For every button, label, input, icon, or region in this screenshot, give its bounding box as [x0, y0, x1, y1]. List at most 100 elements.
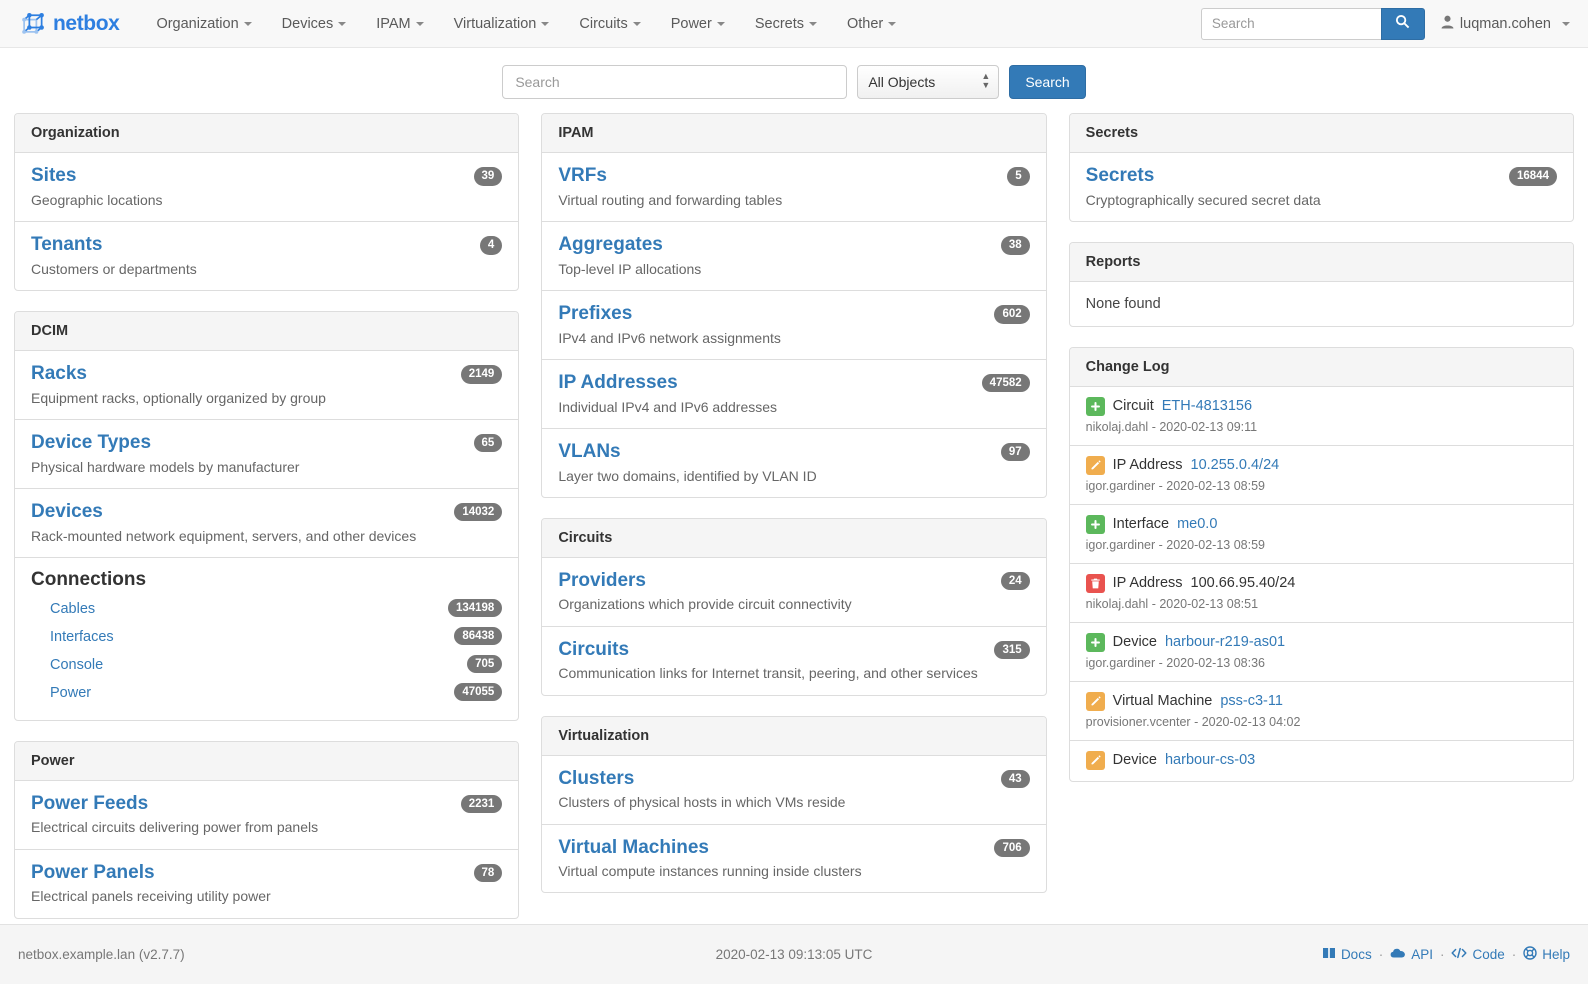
changelog-item[interactable]: IP Address 100.66.95.40/24 nikolaj.dahl …: [1069, 564, 1573, 623]
changelog-line: Device harbour-cs-03: [1085, 750, 1557, 770]
column-middle: IPAM VRFs 5 Virtual routing and forwardi…: [541, 113, 1047, 913]
desc-clusters: Clusters of physical hosts in which VMs …: [558, 794, 846, 811]
link-virtual-machines[interactable]: Virtual Machines: [558, 836, 709, 858]
badge-devices-count: 14032: [454, 502, 503, 522]
desc-aggregates: Top-level IP allocations: [558, 260, 702, 277]
footer-link-code[interactable]: Code: [1451, 947, 1505, 962]
link-circuits[interactable]: Circuits: [558, 638, 630, 660]
link-cables[interactable]: Cables: [50, 600, 96, 617]
changelog-meta: nikolaj.dahl - 2020-02-13 08:51: [1086, 597, 1557, 611]
changelog-meta-sep: -: [1158, 655, 1167, 670]
stat-row-secrets[interactable]: Secrets 16844 Cryptographically secured …: [1070, 153, 1573, 221]
nav-label: Virtualization: [453, 15, 537, 32]
search-input[interactable]: [502, 65, 848, 99]
changelog-meta-sep: -: [1158, 478, 1167, 493]
changelog-item[interactable]: Virtual Machine pss-c3-11 provisioner.vc…: [1069, 682, 1573, 741]
stat-row-power-panels[interactable]: Power Panels 78 Electrical panels receiv…: [15, 850, 518, 918]
changelog-item[interactable]: Device harbour-r219-as01 igor.gardiner -…: [1069, 623, 1573, 682]
stat-row-circuits[interactable]: Circuits 315 Communication links for Int…: [542, 627, 1045, 695]
connections-row-interfaces[interactable]: Interfaces 86438: [31, 623, 503, 651]
changelog-object-link[interactable]: harbour-cs-03: [1164, 752, 1256, 769]
changelog-user: provisioner.vcenter: [1085, 714, 1191, 729]
changelog-object-link[interactable]: me0.0: [1177, 516, 1218, 533]
stat-row-sites[interactable]: Sites 39 Geographic locations: [15, 153, 519, 222]
nav-item-ipam[interactable]: IPAM: [361, 0, 438, 48]
nav-item-power[interactable]: Power: [656, 0, 740, 48]
link-device-types[interactable]: Device Types: [31, 431, 152, 453]
object-type-select[interactable]: All Objects: [857, 65, 1000, 99]
nav-item-organization[interactable]: Organization: [141, 0, 266, 48]
stat-row-device-types[interactable]: Device Types 65 Physical hardware models…: [15, 420, 519, 489]
user-menu[interactable]: luqman.cohen: [1441, 15, 1574, 33]
nav-item-circuits[interactable]: Circuits: [564, 0, 655, 48]
stat-row-vrfs[interactable]: VRFs 5 Virtual routing and forwarding ta…: [542, 153, 1046, 222]
link-secrets[interactable]: Secrets: [1085, 165, 1155, 186]
stat-row-power-feeds[interactable]: Power Feeds 2231 Electrical circuits del…: [15, 781, 519, 850]
stat-row-racks[interactable]: Racks 2149 Equipment racks, optionally o…: [15, 351, 519, 420]
link-power-connections[interactable]: Power: [50, 684, 92, 701]
link-aggregates[interactable]: Aggregates: [558, 233, 663, 255]
changelog-object-link[interactable]: ETH-4813156: [1161, 398, 1253, 415]
nav-item-virtualization[interactable]: Virtualization: [439, 0, 565, 48]
desc-devices: Rack-mounted network equipment, servers,…: [31, 527, 417, 544]
link-power-feeds[interactable]: Power Feeds: [31, 792, 149, 814]
changelog-time: 2020-02-13 09:11: [1159, 419, 1258, 434]
stat-row-vlans[interactable]: VLANs 97 Layer two domains, identified b…: [542, 429, 1045, 497]
stat-row-clusters[interactable]: Clusters 43 Clusters of physical hosts i…: [542, 756, 1046, 825]
changelog-meta: nikolaj.dahl - 2020-02-13 09:11: [1086, 420, 1557, 434]
link-prefixes[interactable]: Prefixes: [558, 302, 633, 324]
panel-title-secrets: Secrets: [1069, 114, 1573, 153]
panel-dcim: DCIM Racks 2149 Equipment racks, optiona…: [14, 310, 520, 721]
link-interfaces[interactable]: Interfaces: [50, 628, 114, 645]
link-power-panels[interactable]: Power Panels: [31, 861, 155, 883]
stat-row-virtual-machines[interactable]: Virtual Machines 706 Virtual compute ins…: [542, 825, 1045, 893]
stat-row-ip-addresses[interactable]: IP Addresses 47582 Individual IPv4 and I…: [542, 360, 1046, 429]
footer-link-help[interactable]: Help: [1523, 946, 1570, 963]
panel-title-ipam: IPAM: [542, 114, 1046, 153]
changelog-meta-sep: -: [1194, 714, 1202, 729]
link-console[interactable]: Console: [50, 656, 104, 673]
link-providers[interactable]: Providers: [558, 569, 646, 591]
connections-row-power[interactable]: Power 47055: [31, 679, 503, 707]
stat-row-tenants[interactable]: Tenants 4 Customers or departments: [15, 222, 518, 290]
changelog-item[interactable]: Interface me0.0 igor.gardiner - 2020-02-…: [1069, 505, 1573, 564]
code-icon: [1451, 947, 1468, 962]
changelog-item[interactable]: Circuit ETH-4813156 nikolaj.dahl - 2020-…: [1069, 387, 1573, 446]
navbar-search-button[interactable]: [1380, 7, 1425, 40]
connections-row-console[interactable]: Console 705: [31, 651, 503, 679]
footer-link-docs[interactable]: Docs: [1322, 946, 1372, 963]
link-tenants[interactable]: Tenants: [31, 233, 103, 255]
brand-logo-link[interactable]: netbox: [14, 10, 120, 38]
panel-title-organization: Organization: [15, 114, 519, 153]
changelog-item[interactable]: IP Address 10.255.0.4/24 igor.gardiner -…: [1069, 446, 1573, 505]
link-sites[interactable]: Sites: [31, 165, 77, 186]
changelog-line: Device harbour-r219-as01: [1085, 632, 1557, 652]
changelog-item[interactable]: Device harbour-cs-03: [1070, 741, 1573, 781]
panel-ipam: IPAM VRFs 5 Virtual routing and forwardi…: [541, 113, 1047, 498]
stat-row-devices[interactable]: Devices 14032 Rack-mounted network equip…: [15, 489, 519, 558]
stat-row-aggregates[interactable]: Aggregates 38 Top-level IP allocations: [542, 222, 1046, 291]
link-ip-addresses[interactable]: IP Addresses: [558, 371, 678, 393]
nav-item-devices[interactable]: Devices: [267, 0, 362, 48]
connections-title: Connections: [31, 568, 147, 590]
navbar-search-input[interactable]: [1200, 7, 1381, 40]
badge-secrets-count: 16844: [1509, 167, 1557, 186]
link-clusters[interactable]: Clusters: [558, 767, 635, 789]
stat-row-providers[interactable]: Providers 24 Organizations which provide…: [542, 558, 1046, 627]
changelog-meta-sep: -: [1158, 537, 1167, 552]
link-vlans[interactable]: VLANs: [558, 440, 621, 462]
link-devices[interactable]: Devices: [31, 500, 103, 522]
search-button[interactable]: Search: [1009, 65, 1086, 99]
changelog-object-link[interactable]: 10.255.0.4/24: [1190, 457, 1280, 474]
changelog-object-link[interactable]: pss-c3-11: [1220, 693, 1283, 710]
changelog-object-link[interactable]: harbour-r219-as01: [1164, 634, 1286, 651]
badge-interfaces-count: 86438: [454, 626, 503, 646]
changelog-time: 2020-02-13 04:02: [1201, 714, 1301, 729]
footer-link-api[interactable]: API: [1390, 947, 1433, 962]
nav-item-other[interactable]: Other: [832, 0, 911, 48]
link-vrfs[interactable]: VRFs: [558, 165, 607, 186]
stat-row-prefixes[interactable]: Prefixes 602 IPv4 and IPv6 network assig…: [542, 291, 1046, 360]
link-racks[interactable]: Racks: [31, 362, 87, 384]
connections-row-cables[interactable]: Cables 134198: [31, 595, 503, 623]
nav-item-secrets[interactable]: Secrets: [740, 0, 832, 48]
